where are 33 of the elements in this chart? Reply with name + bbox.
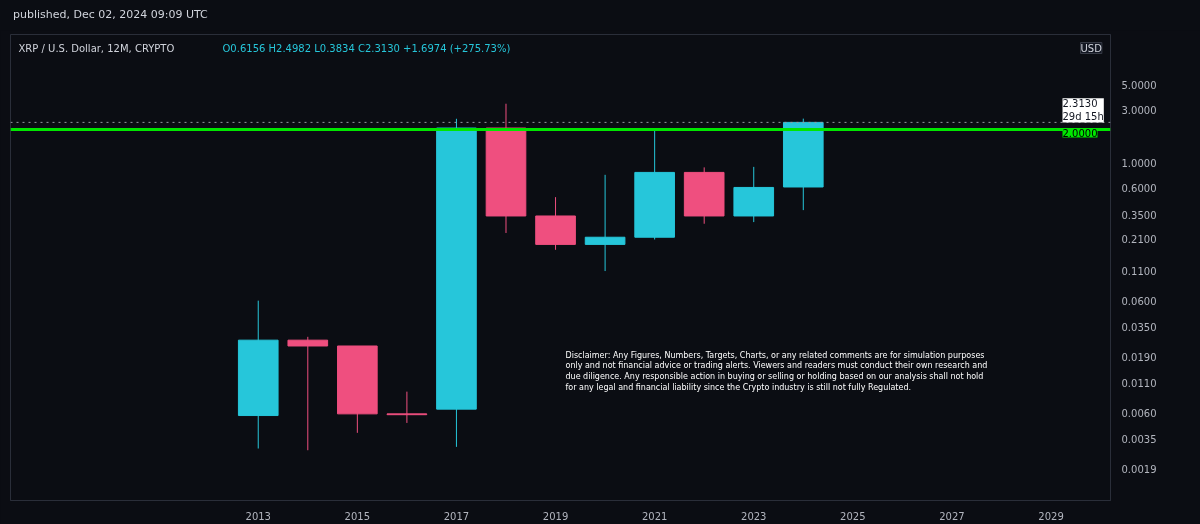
candlestick xyxy=(386,391,428,424)
y-tick-label: 0.0350 xyxy=(1121,321,1157,333)
annotation: Disclaimer: Any Figures, Numbers, Targets, Charts, or any related comments are for simulation purposes only and not financial advice or trading alerts. Viewers and readers must conduct their own research and due diligence. Any responsible action in buying or selling or holding based on our analysis shall not hold for any legal and financial liability since the Crypto industry is still not fully Regulated. xyxy=(565,350,988,392)
y-tick-label: 0.0190 xyxy=(1121,351,1157,363)
y-tick-label: 1.0000 xyxy=(1121,158,1157,170)
x-tick-label: 2017 xyxy=(443,510,470,522)
x-tick-label: 2019 xyxy=(542,510,569,522)
ref-line-label: 2.3130 29d 15h xyxy=(1062,98,1104,123)
y-tick-label: 5.0000 xyxy=(1121,79,1157,91)
x-tick-label: 2021 xyxy=(641,510,668,522)
y-tick-label: 0.0060 xyxy=(1121,408,1157,420)
x-tick-label: 2027 xyxy=(939,510,965,522)
candlestick xyxy=(287,336,329,451)
text: XRP / U.S. Dollar, 12M, CRYPTO xyxy=(18,42,175,54)
y-tick-label: 0.6000 xyxy=(1121,183,1157,195)
x-tick-label: 2023 xyxy=(741,510,767,522)
x-tick-label: 2013 xyxy=(245,510,271,522)
y-tick-label: 3.0000 xyxy=(1121,104,1157,116)
y-tick-label: 0.3500 xyxy=(1121,209,1157,221)
y-tick-label: 0.0110 xyxy=(1121,378,1157,390)
y-tick-label: 0.1100 xyxy=(1121,266,1157,278)
y-axis-title: USD xyxy=(1080,42,1103,54)
text: O0.6156 H2.4982 L0.3834 C2.3130 +1.6974 (+275.73%) xyxy=(222,42,511,54)
text: published, Dec 02, 2024 09:09 UTC xyxy=(13,7,208,23)
x-tick-label: 2015 xyxy=(344,510,371,522)
y-tick-label: 0.0019 xyxy=(1121,464,1157,476)
x-tick-label: 2025 xyxy=(840,510,866,522)
y-tick-label: 0.0035 xyxy=(1121,434,1157,446)
y-tick-label: 0.2100 xyxy=(1121,234,1157,246)
x-tick-label: 2029 xyxy=(1038,510,1064,522)
candlestick xyxy=(584,174,626,272)
ref-line-label: 2.0000 xyxy=(1062,128,1098,140)
y-tick-label: 0.0600 xyxy=(1121,295,1157,307)
